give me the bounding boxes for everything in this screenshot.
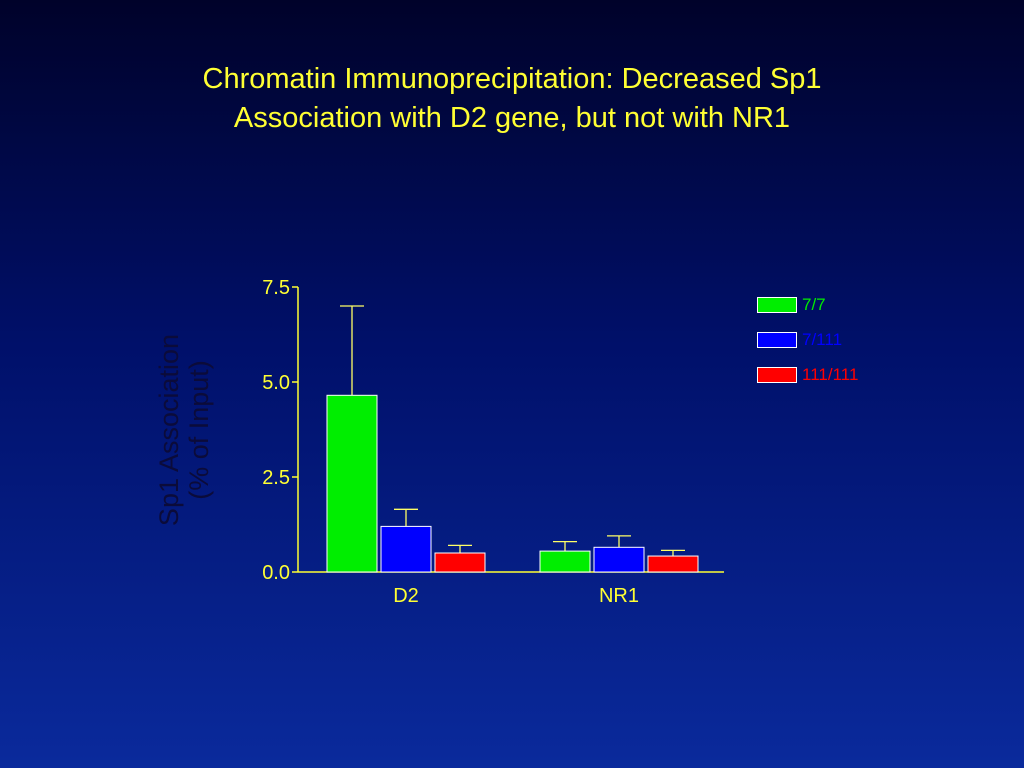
bar-d2-111-111	[434, 552, 486, 573]
legend-swatch	[757, 367, 797, 383]
bar-d2-7-7	[326, 394, 378, 573]
y-tick-label: 0.0	[262, 562, 290, 584]
x-category-label: NR1	[599, 585, 639, 607]
x-category-label: D2	[393, 585, 419, 607]
title-line-2: Association with D2 gene, but not with N…	[233, 102, 791, 134]
legend-swatch	[757, 297, 797, 313]
legend-label: 7/111	[802, 330, 843, 349]
y-tick-label: 5.0	[262, 372, 290, 394]
legend-swatch	[757, 332, 797, 348]
slide-title: Chromatin Immunoprecipitation: Decreased…	[0, 60, 1024, 138]
y-axis-label-line-2: (% of Input)	[184, 360, 214, 500]
y-tick-label: 7.5	[262, 277, 290, 299]
y-axis-label: Sp1 Association(% of Input)	[154, 334, 214, 526]
bar-nr1-7-111	[593, 546, 645, 573]
title-line-1: Chromatin Immunoprecipitation: Decreased…	[202, 63, 822, 95]
bar-nr1-111-111	[647, 555, 699, 573]
y-axis-label-line-1: Sp1 Association	[154, 334, 184, 526]
y-tick-label: 2.5	[262, 467, 290, 489]
legend-label: 7/7	[802, 295, 826, 314]
bar-d2-7-111	[380, 525, 432, 573]
bar-nr1-7-7	[539, 550, 591, 573]
legend-label: 111/111	[802, 365, 859, 384]
